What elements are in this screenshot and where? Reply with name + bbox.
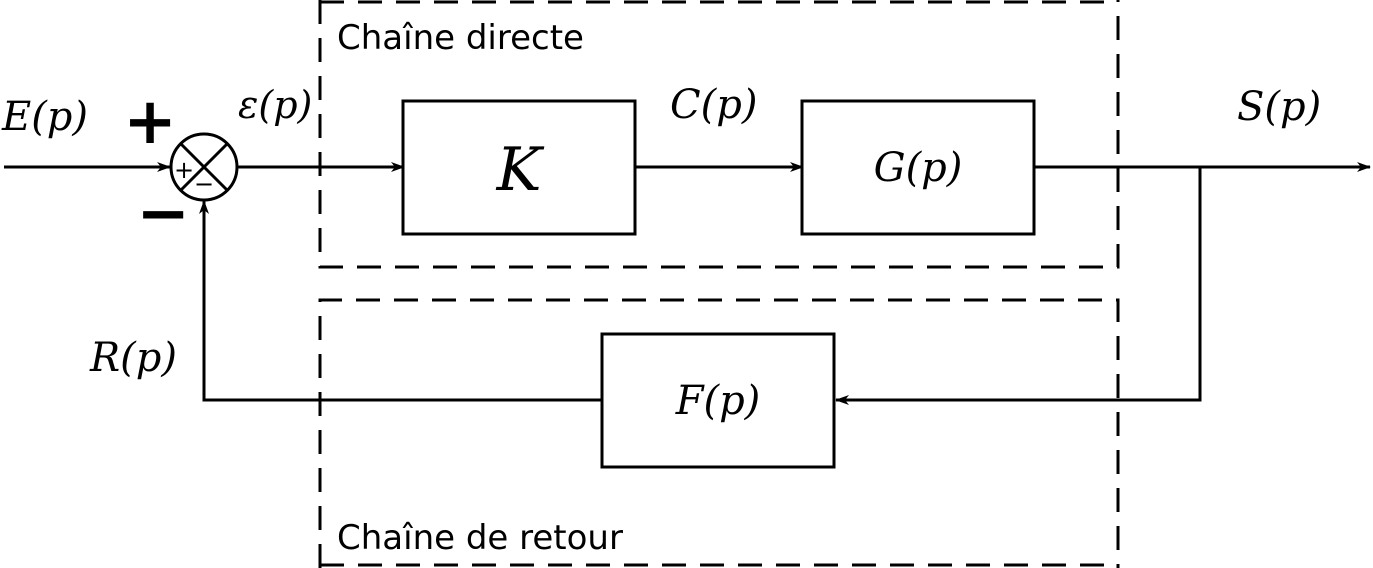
error-signal-label: ε(p)	[238, 83, 312, 127]
junction-inner-plus: +	[174, 156, 194, 184]
forward-chain-region	[318, 0, 1120, 269]
sensor-block	[600, 332, 836, 469]
junction-inner-minus: −	[194, 170, 214, 198]
summing-junction	[169, 132, 239, 202]
feedback-signal-label: R(p)	[89, 335, 177, 381]
forward-chain-label: Chaîne directe	[337, 18, 584, 58]
junction-minus-sign: −	[136, 177, 190, 251]
plant-label: G(p)	[874, 145, 963, 191]
feedback-chain-label: Chaîne de retour	[337, 518, 623, 558]
feedback-return-line	[199, 200, 602, 402]
feedback-takeoff-line	[835, 167, 1202, 405]
output-signal-label: S(p)	[1237, 84, 1321, 130]
controller-label: K	[496, 135, 545, 205]
sensor-label: F(p)	[675, 378, 761, 424]
junction-plus-sign: +	[123, 85, 177, 159]
command-signal-label: C(p)	[670, 82, 757, 128]
input-signal-label: E(p)	[1, 94, 88, 140]
controller-block	[401, 99, 637, 236]
feedback-chain-region	[318, 298, 1120, 568]
